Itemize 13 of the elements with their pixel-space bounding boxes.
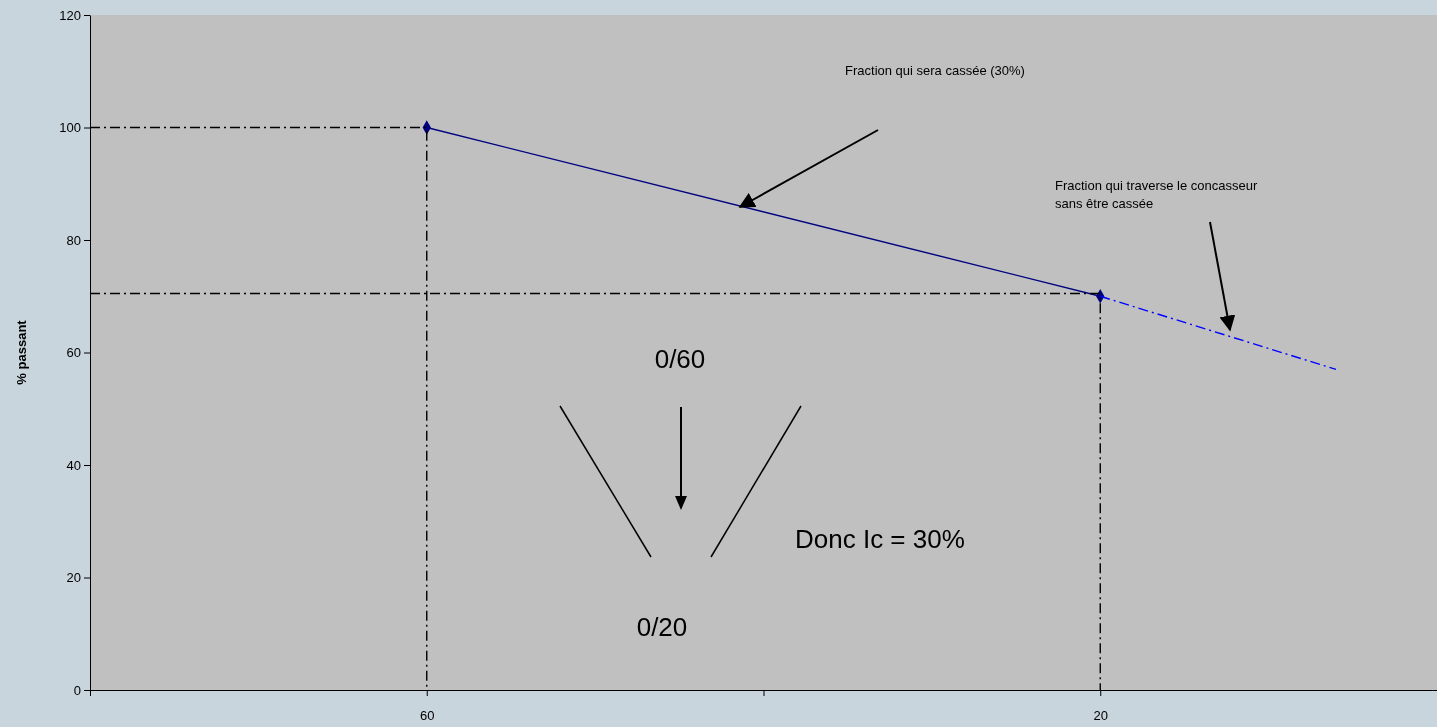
y-tick-label: 80 bbox=[66, 232, 81, 248]
y-tick-label: 20 bbox=[66, 570, 81, 586]
y-tick-label: 60 bbox=[66, 345, 81, 361]
y-axis-title: % passant bbox=[14, 319, 29, 385]
annotation: Fraction qui sera cassée (30%) bbox=[845, 63, 1025, 78]
y-tick-label: 120 bbox=[59, 7, 81, 23]
annotation: Fraction qui traverse le concasseur sans être cassée bbox=[1055, 178, 1258, 211]
y-tick-label: 0 bbox=[73, 682, 81, 698]
y-tick-label: 100 bbox=[59, 120, 81, 136]
annotation: 0/20 bbox=[636, 612, 688, 642]
y-tick-label: 40 bbox=[66, 457, 81, 473]
annotation: Donc Ic = 30% bbox=[795, 524, 965, 554]
annotation: 0/60 bbox=[654, 344, 706, 374]
